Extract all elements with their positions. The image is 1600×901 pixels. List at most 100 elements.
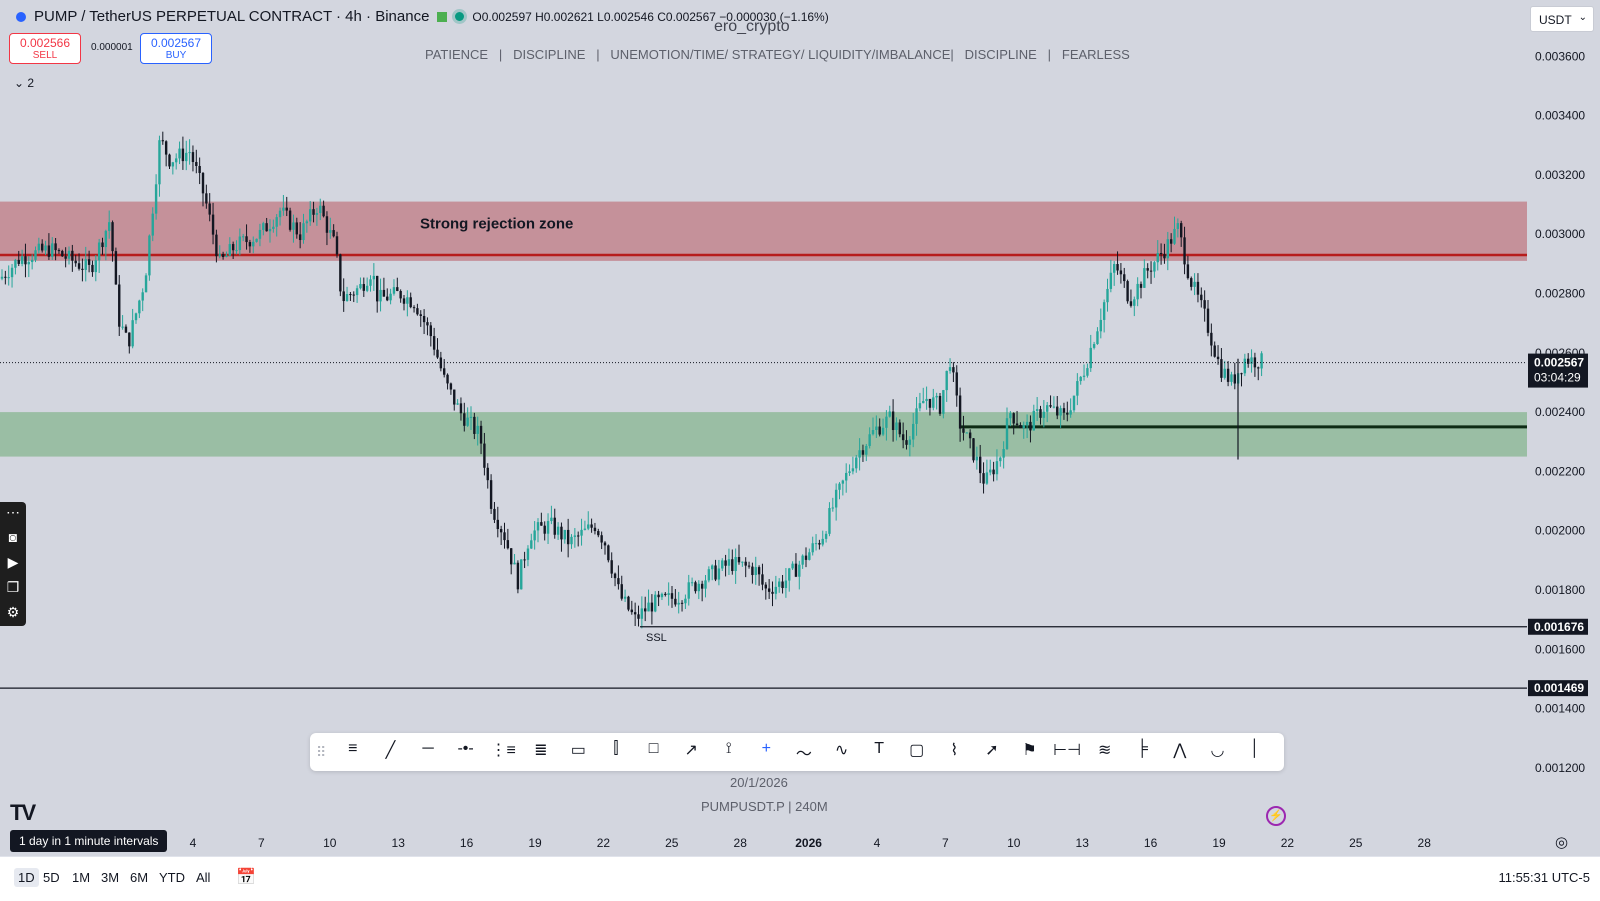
drawing-tool-icon[interactable]: □ (648, 740, 659, 757)
candle-body (248, 242, 252, 247)
drawing-tool-icon[interactable]: ≡ (348, 740, 358, 757)
candle (845, 463, 848, 493)
drawing-tool-icon[interactable]: ⊢⊣ (1053, 742, 1082, 759)
candle (587, 511, 590, 531)
candle-body (577, 535, 580, 537)
candle (603, 541, 607, 555)
drawing-tool-icon[interactable]: ≋ (1097, 742, 1112, 759)
candle (1015, 410, 1019, 428)
candle (600, 531, 603, 550)
candle (580, 518, 583, 546)
drawing-tool-icon[interactable]: ▢ (909, 742, 925, 759)
candle (1220, 348, 1223, 382)
currency-select[interactable]: USDT ⌄ (1530, 6, 1594, 32)
drawing-tool-icon[interactable]: 〜 (795, 746, 812, 763)
candle-body (74, 260, 77, 264)
link-icon[interactable]: ⋯ (6, 504, 20, 520)
settings-gear-icon[interactable]: ◎ (1555, 834, 1569, 851)
range-button[interactable]: All (196, 870, 211, 885)
candle-body (553, 517, 556, 535)
camera-icon[interactable]: ◙ (8, 529, 18, 545)
candle (459, 397, 463, 421)
candle (1260, 351, 1263, 377)
candle-body (1206, 308, 1210, 333)
drawing-tool-icon[interactable]: -•- (457, 740, 474, 757)
drawing-tool-icon[interactable]: ⌇ (950, 742, 959, 759)
range-button[interactable]: 5D (43, 870, 60, 885)
candle-body (721, 560, 724, 569)
candle (389, 288, 392, 305)
candle (875, 415, 878, 439)
candle-body (436, 349, 439, 358)
lightning-icon[interactable]: ⚡ (1266, 806, 1286, 826)
y-tick-label: 0.003000 (1535, 227, 1585, 241)
candle (915, 396, 918, 436)
candle-body (349, 294, 352, 296)
candle-body (747, 565, 751, 567)
candle (928, 398, 932, 416)
candle (566, 518, 570, 558)
sell-button[interactable]: 0.002566 SELL (9, 33, 81, 64)
candle-body (610, 560, 613, 574)
drawing-tool-icon[interactable]: ⋮≡ (490, 742, 516, 759)
candle-body (794, 563, 798, 577)
drawing-tool-icon[interactable]: T (874, 740, 884, 757)
drawing-tool-icon[interactable]: ➚ (985, 742, 999, 759)
candle-body (329, 230, 332, 233)
range-button[interactable]: 1M (72, 870, 91, 885)
symbol-title[interactable]: PUMP / TetherUS PERPETUAL CONTRACT · 4h … (34, 8, 430, 25)
drawing-tool-icon[interactable]: ↗ (684, 742, 698, 759)
drawing-tool-icon[interactable]: ∿ (834, 742, 849, 759)
drawing-tool-icon[interactable]: ⋀ (1173, 742, 1187, 759)
range-button[interactable]: 6M (130, 870, 149, 885)
gear-icon[interactable]: ⚙ (6, 604, 20, 620)
drawing-tool-icon[interactable]: + (761, 740, 771, 757)
drawing-tool-icon[interactable]: ▭ (570, 742, 586, 759)
candle-body (888, 411, 891, 417)
drawing-tool-icon[interactable]: ╱ (385, 742, 396, 759)
range-button[interactable]: YTD (159, 870, 185, 885)
candle-body (851, 468, 855, 472)
tradingview-logo-icon[interactable]: TV (10, 800, 36, 825)
candle (925, 386, 928, 410)
drag-handle-icon[interactable]: ⠿ (316, 743, 327, 760)
candle (664, 592, 667, 597)
candle-body (134, 313, 138, 321)
candle-body (312, 209, 315, 215)
drawing-tool-icon[interactable]: ─ (422, 740, 434, 757)
candle (577, 531, 580, 547)
calendar-icon[interactable]: 📅 (236, 869, 256, 886)
candle (901, 422, 905, 449)
drawing-tool-icon[interactable]: ⚑ (1022, 742, 1037, 759)
video-icon[interactable]: ▶ (7, 554, 19, 570)
range-button[interactable]: 3M (101, 870, 120, 885)
x-tick-label: 25 (1349, 836, 1363, 850)
drawing-tool-icon[interactable]: ◡ (1210, 742, 1225, 759)
layers-icon[interactable]: ❐ (6, 579, 20, 595)
indicators-toggle[interactable]: ⌄ 2 (14, 76, 34, 90)
candle (1233, 362, 1236, 390)
candle-body (121, 326, 124, 328)
candle (409, 292, 412, 309)
clock[interactable]: 11:55:31 UTC-5 (1498, 870, 1590, 885)
drawing-tool-icon[interactable]: ╞ (1136, 740, 1148, 757)
drawing-tool-icon[interactable]: │ (1250, 740, 1261, 757)
price-chart[interactable]: Strong rejection zone SSL 0.003600 0.0034… (0, 0, 1600, 856)
candle-body (1039, 409, 1042, 418)
range-button[interactable]: 1D (14, 868, 39, 887)
ohlc-values: O0.002597 H0.002621 L0.002546 C0.002567 … (472, 9, 829, 24)
tagline-text: PATIENCE | DISCIPLINE | UNEMOTION/TIME/ … (425, 47, 1130, 62)
candle-body (158, 140, 161, 185)
drawing-tool-icon[interactable]: ⫿ (613, 740, 619, 757)
drawing-tool-icon[interactable]: ≣ (534, 742, 548, 759)
candle (1106, 278, 1109, 312)
candle (218, 245, 221, 259)
candle-body (483, 443, 486, 468)
drawing-tool-icon[interactable]: ⟟ (725, 740, 732, 757)
candle (134, 312, 138, 324)
buy-button[interactable]: 0.002567 BUY (140, 33, 212, 64)
candle-body (1126, 281, 1129, 302)
candle (17, 250, 20, 267)
symbol-header[interactable]: PUMP / TetherUS PERPETUAL CONTRACT · 4h … (16, 8, 829, 25)
candle-body (647, 602, 650, 612)
